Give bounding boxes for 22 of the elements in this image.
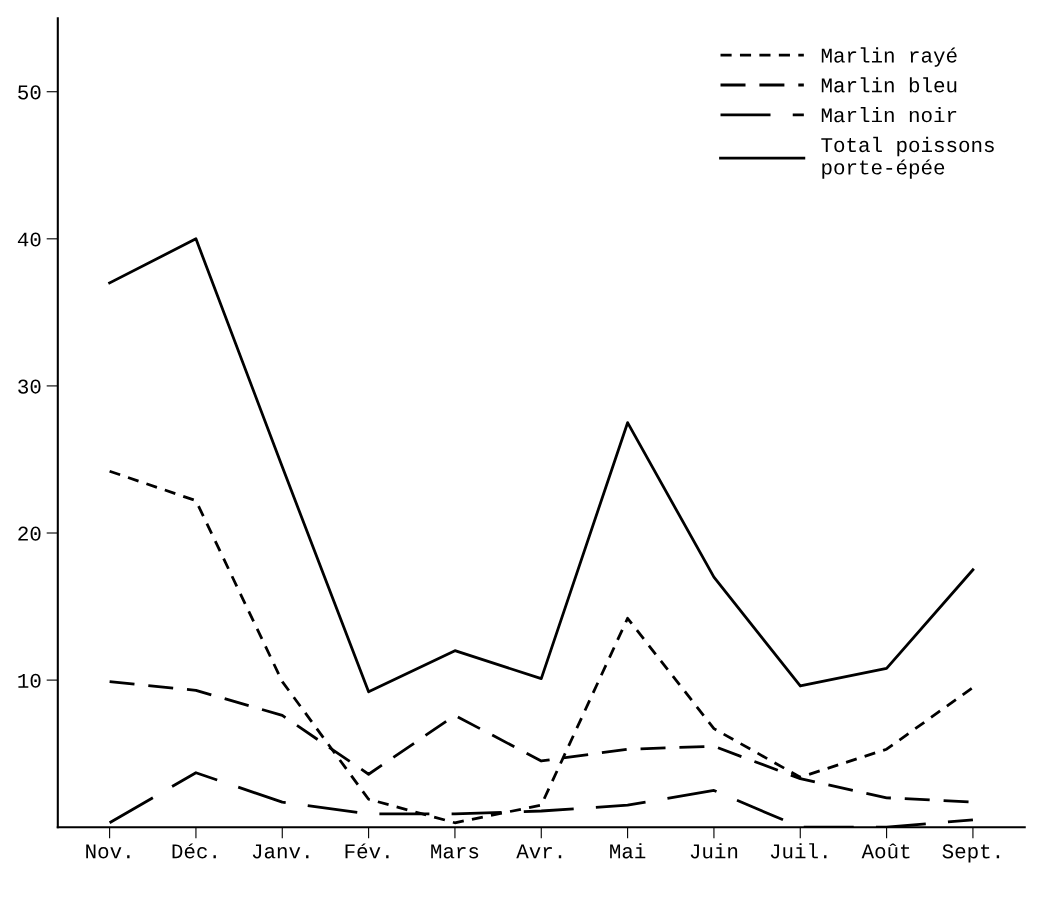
x-tick-label: Déc.: [172, 843, 216, 859]
x-tick-label: Fév.: [345, 843, 389, 859]
x-tick-label: Mars: [431, 844, 479, 859]
x-tick-label: Nov.: [86, 844, 130, 859]
y-tick-label: 50: [18, 85, 41, 100]
y-tick-label: 40: [17, 232, 41, 247]
x-tick-label: Avr.: [516, 844, 562, 859]
legend-label: Marlin noir: [821, 107, 957, 123]
y-tick-label: 30: [18, 379, 41, 394]
y-tick-label: 10: [18, 673, 41, 688]
x-tick-label: Mai: [610, 843, 646, 859]
legend-label: Marlin rayé: [821, 47, 957, 67]
x-tick-label: Juil.: [770, 843, 827, 859]
legend-label: Marlin bleu: [821, 77, 957, 93]
x-tick-label: Sept.: [942, 844, 1000, 863]
y-tick-label: 20: [18, 526, 41, 541]
line-series: [108, 237, 975, 694]
x-tick-label: Janv.: [252, 844, 309, 859]
legend-label: Total poissons porte-épée: [821, 136, 994, 179]
line-series: [108, 469, 975, 825]
x-tick-label: Juin: [690, 843, 738, 859]
x-tick-label: Août: [861, 843, 910, 859]
